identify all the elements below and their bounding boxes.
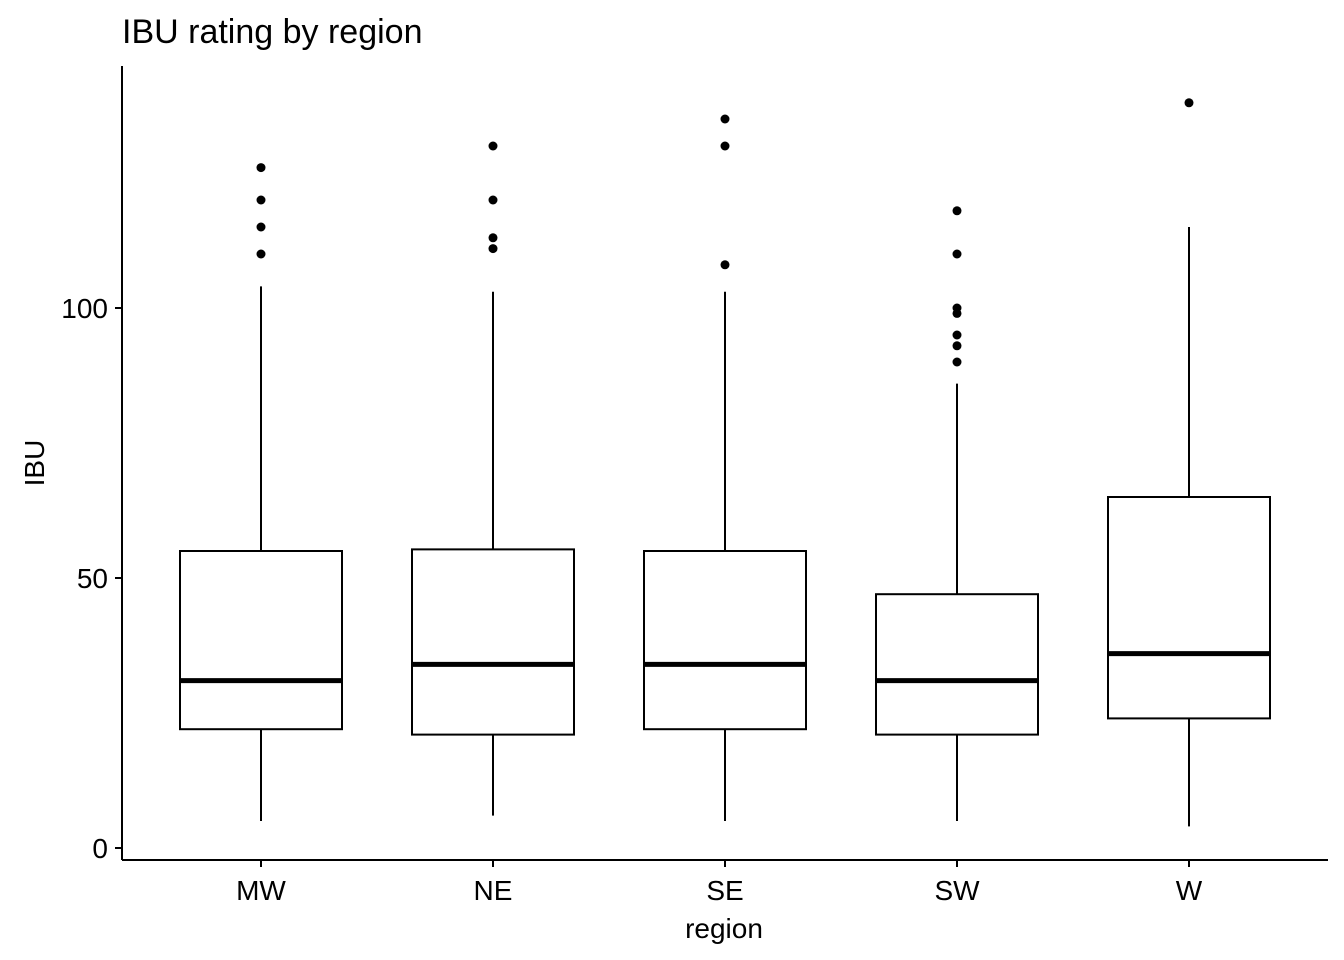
outlier-ne-1 — [488, 233, 498, 243]
outlier-sw-5 — [952, 249, 962, 259]
outlier-sw-6 — [952, 206, 962, 216]
outlier-se-0 — [720, 260, 730, 270]
outlier-mw-0 — [256, 249, 266, 259]
outlier-ne-2 — [488, 195, 498, 205]
y-axis-title: IBU — [19, 440, 50, 487]
x-tick-label-NE: NE — [474, 875, 513, 906]
outlier-ne-0 — [488, 244, 498, 254]
outlier-sw-2 — [952, 330, 962, 340]
outlier-w-0 — [1184, 98, 1194, 108]
chart-title: IBU rating by region — [122, 13, 423, 51]
outlier-se-1 — [720, 141, 730, 151]
y-tick-label-0: 0 — [92, 833, 108, 864]
box-ne — [411, 548, 575, 736]
outlier-mw-3 — [256, 163, 266, 173]
outlier-sw-1 — [952, 341, 962, 351]
x-tick-label-SE: SE — [706, 875, 743, 906]
outlier-sw-4 — [952, 303, 962, 313]
outlier-mw-2 — [256, 195, 266, 205]
outlier-ne-3 — [488, 141, 498, 151]
box-sw — [875, 593, 1039, 736]
x-axis-title: region — [685, 913, 763, 944]
x-tick-label-SW: SW — [934, 875, 980, 906]
box-mw — [179, 550, 343, 731]
plot-area: 0 50 100 MW NE SE SW W — [61, 66, 1328, 906]
outlier-sw-0 — [952, 357, 962, 367]
outlier-se-2 — [720, 114, 730, 124]
x-tick-label-W: W — [1176, 875, 1203, 906]
box-w — [1107, 496, 1271, 720]
y-tick-label-50: 50 — [77, 563, 108, 594]
box-se — [643, 550, 807, 731]
outlier-mw-1 — [256, 222, 266, 232]
y-tick-label-100: 100 — [61, 293, 108, 324]
x-tick-label-MW: MW — [236, 875, 286, 906]
